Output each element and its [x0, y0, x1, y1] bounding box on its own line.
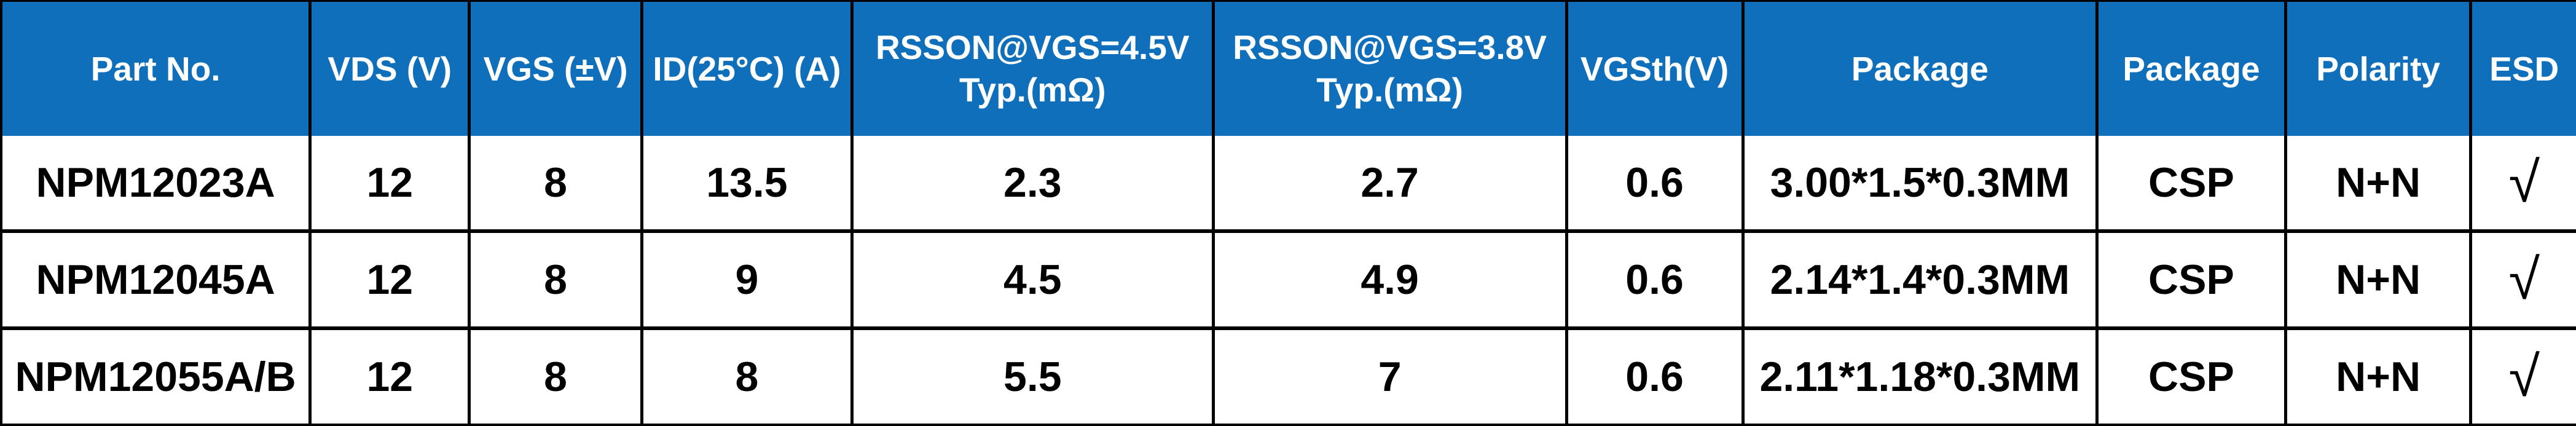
table-row: NPM12055A/B 12 8 8 5.5 7 0.6 2.11*1.18*0…: [1, 326, 2576, 426]
cell-package-size: 2.11*1.18*0.3MM: [1741, 326, 2099, 426]
table-row: NPM12045A 12 8 9 4.5 4.9 0.6 2.14*1.4*0.…: [1, 229, 2576, 328]
cell-esd-checkmark: √: [2469, 136, 2576, 231]
cell-id: 9: [640, 229, 854, 328]
cell-rsson-4v5: 2.3: [850, 136, 1215, 231]
cell-package-size: 2.14*1.4*0.3MM: [1741, 229, 2099, 328]
cell-polarity: N+N: [2283, 229, 2473, 328]
header-label: Typ.(mΩ): [959, 71, 1106, 109]
header-label: VGSth(V): [1580, 49, 1729, 88]
header-label: VDS (V): [328, 49, 452, 88]
header-label: Part No.: [90, 49, 221, 88]
col-header-polarity: Polarity: [2283, 1, 2473, 136]
cell-vgsth: 0.6: [1565, 326, 1745, 426]
cell-package-type: CSP: [2095, 136, 2287, 231]
cell-part-no: NPM12023A: [1, 136, 312, 231]
table-row: NPM12023A 12 8 13.5 2.3 2.7 0.6 3.00*1.5…: [1, 136, 2576, 231]
cell-rsson-4v5: 5.5: [850, 326, 1215, 426]
header-label: RSSON@VGS=4.5V: [875, 28, 1190, 67]
header-label: RSSON@VGS=3.8V: [1233, 28, 1547, 67]
cell-esd-checkmark: √: [2469, 229, 2576, 328]
header-label: Polarity: [2316, 49, 2440, 88]
cell-vds: 12: [308, 326, 471, 426]
cell-vgsth: 0.6: [1565, 136, 1745, 231]
cell-part-no: NPM12045A: [1, 229, 312, 328]
col-header-rsson-4v5: RSSON@VGS=4.5V Typ.(mΩ): [850, 1, 1215, 136]
col-header-vds: VDS (V): [308, 1, 471, 136]
col-header-rsson-3v8: RSSON@VGS=3.8V Typ.(mΩ): [1211, 1, 1568, 136]
header-label: ESD: [2489, 49, 2559, 88]
header-row: Part No. VDS (V) VGS (±V) ID(25°C) (A) R…: [1, 1, 2576, 136]
cell-esd-checkmark: √: [2469, 326, 2576, 426]
cell-part-no: NPM12055A/B: [1, 326, 312, 426]
cell-rsson-3v8: 7: [1211, 326, 1568, 426]
cell-vgs: 8: [468, 136, 643, 231]
col-header-package-size: Package: [1741, 1, 2099, 136]
col-header-id: ID(25°C) (A): [640, 1, 854, 136]
col-header-vgs: VGS (±V): [468, 1, 643, 136]
header-label: Package: [1851, 49, 1989, 88]
cell-vds: 12: [308, 136, 471, 231]
col-header-package-type: Package: [2095, 1, 2287, 136]
cell-polarity: N+N: [2283, 136, 2473, 231]
cell-polarity: N+N: [2283, 326, 2473, 426]
header-label: VGS (±V): [483, 49, 628, 88]
cell-rsson-4v5: 4.5: [850, 229, 1215, 328]
cell-id: 8: [640, 326, 854, 426]
header-label: Typ.(mΩ): [1316, 71, 1463, 109]
col-header-vgsth: VGSth(V): [1565, 1, 1745, 136]
cell-id: 13.5: [640, 136, 854, 231]
cell-vgs: 8: [468, 326, 643, 426]
col-header-esd: ESD: [2469, 1, 2576, 136]
header-label: Package: [2122, 49, 2260, 88]
col-header-part-no: Part No.: [1, 1, 312, 136]
cell-vds: 12: [308, 229, 471, 328]
cell-package-type: CSP: [2095, 229, 2287, 328]
cell-vgs: 8: [468, 229, 643, 328]
cell-rsson-3v8: 2.7: [1211, 136, 1568, 231]
cell-package-type: CSP: [2095, 326, 2287, 426]
header-label: ID(25°C) (A): [653, 49, 841, 88]
cell-rsson-3v8: 4.9: [1211, 229, 1568, 328]
cell-package-size: 3.00*1.5*0.3MM: [1741, 136, 2099, 231]
cell-vgsth: 0.6: [1565, 229, 1745, 328]
